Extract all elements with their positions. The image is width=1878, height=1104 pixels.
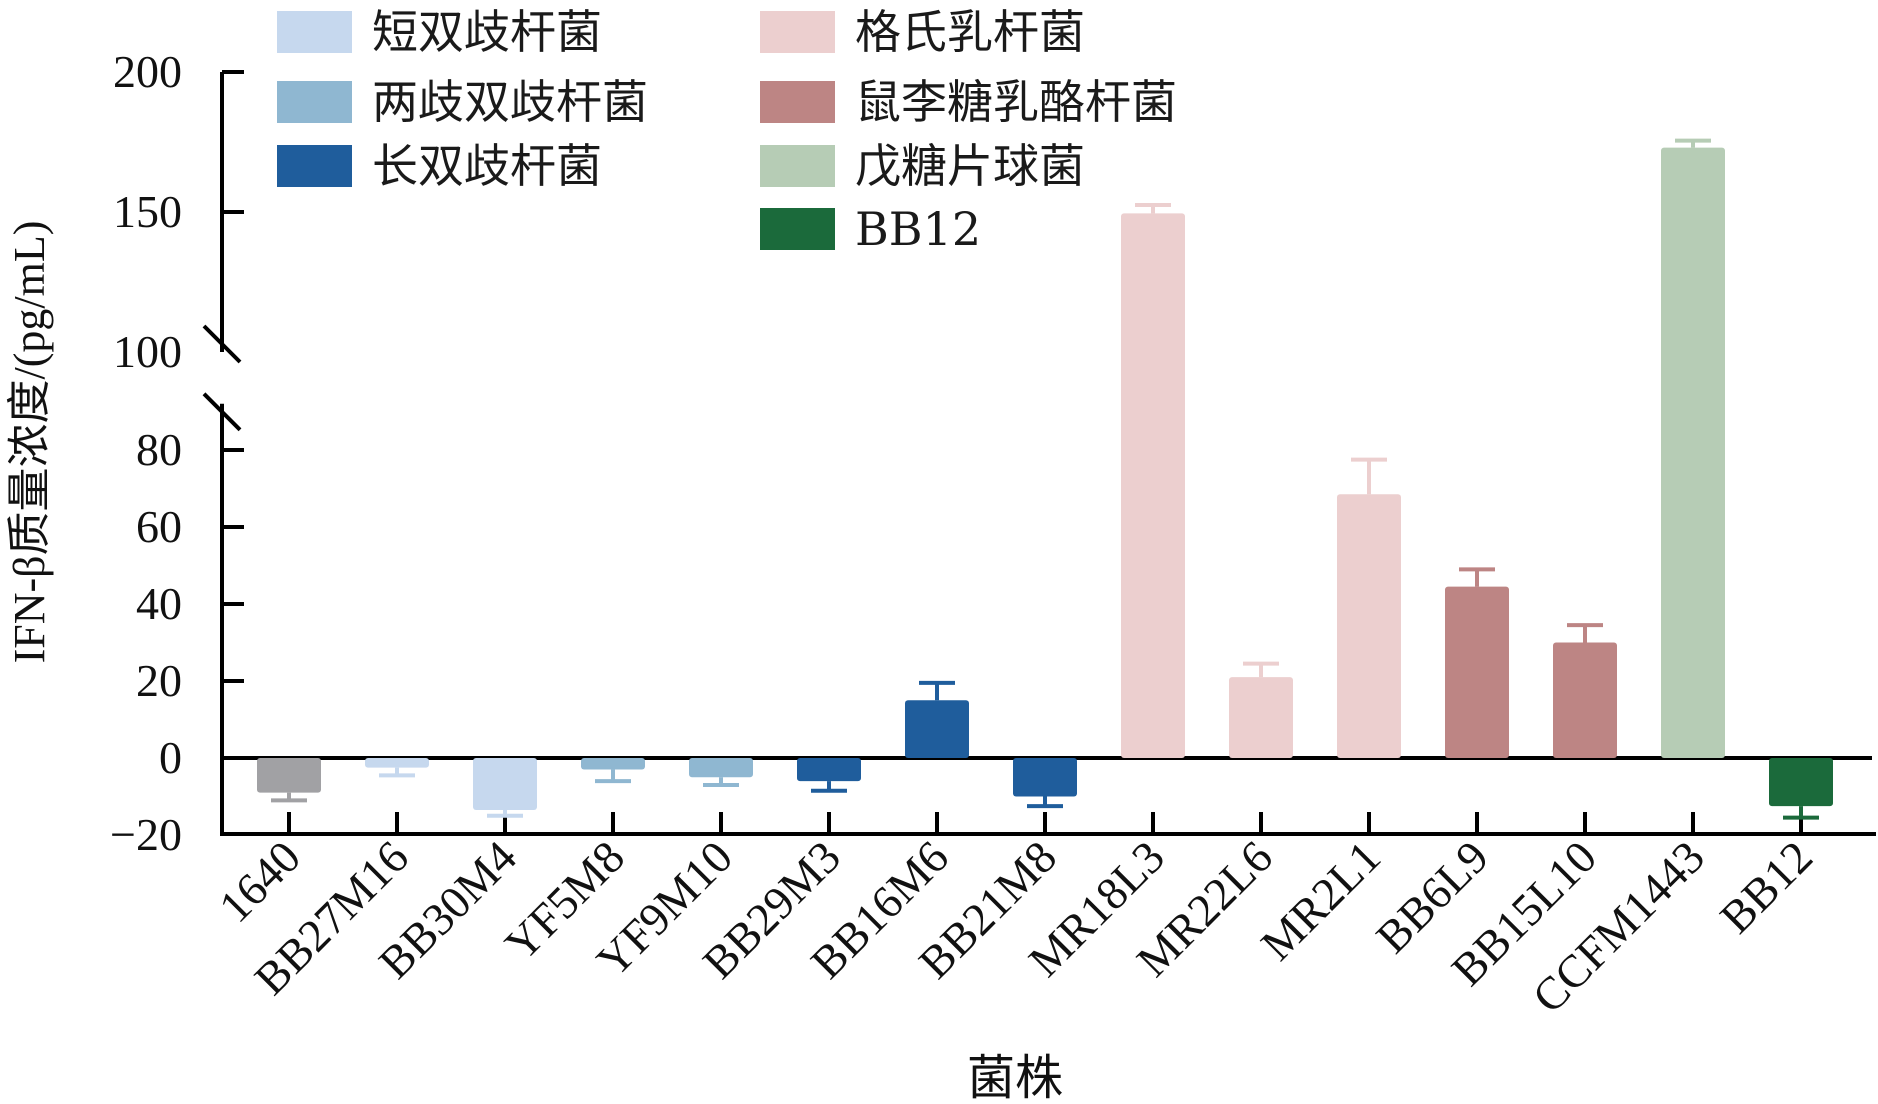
legend-swatch (277, 81, 352, 123)
legend-label: 鼠李糖乳酪杆菌 (855, 75, 1177, 129)
y-tick-label: 80 (136, 424, 182, 475)
bar (365, 758, 429, 768)
bar (473, 758, 537, 810)
bar (797, 758, 861, 782)
y-tick-label: 0 (159, 732, 182, 783)
y-tick-label: 60 (136, 501, 182, 552)
bar (1013, 758, 1077, 797)
bar (1553, 642, 1617, 758)
bar (257, 758, 321, 793)
legend-item: 戊糖片球菌 (760, 143, 1085, 189)
bars (257, 138, 1833, 820)
bar (689, 758, 753, 778)
legend-swatch (277, 11, 352, 53)
legend-label: 格氏乳杆菌 (855, 5, 1085, 59)
y-tick-label: −20 (110, 809, 182, 860)
legend-swatch (760, 208, 835, 250)
bar (1445, 586, 1509, 758)
y-tick-label: 150 (113, 186, 182, 237)
x-tick-label: MR2L1 (1251, 831, 1390, 970)
y-tick-label: 20 (136, 655, 182, 706)
y-axis-title: IFN-β质量浓度/(pg/mL) (5, 221, 54, 664)
legend-swatch (760, 145, 835, 187)
legend-swatch (277, 145, 352, 187)
bar (905, 700, 969, 758)
bar (1769, 758, 1833, 807)
y-tick-label: 100 (113, 326, 182, 377)
legend-item: 短双歧杆菌 (277, 9, 602, 55)
bar (1337, 494, 1401, 758)
legend-item: 鼠李糖乳酪杆菌 (760, 79, 1177, 125)
bar (1121, 213, 1185, 758)
legend-item: BB12 (760, 206, 981, 252)
bar (1661, 147, 1725, 759)
legend-label: 戊糖片球菌 (855, 139, 1085, 193)
legend-swatch (760, 11, 835, 53)
x-axis-title: 菌株 (967, 1052, 1063, 1104)
legend-label: 两歧双歧杆菌 (372, 75, 648, 129)
legend-item: 两歧双歧杆菌 (277, 79, 648, 125)
legend-label: 短双歧杆菌 (372, 5, 602, 59)
axis-break-mark (202, 324, 242, 364)
legend-label: 长双歧杆菌 (372, 139, 602, 193)
legend-swatch (760, 81, 835, 123)
bar (581, 758, 645, 770)
legend-item: 格氏乳杆菌 (760, 9, 1085, 55)
legend-item: 长双歧杆菌 (277, 143, 602, 189)
x-tick-label: BB12 (1710, 831, 1822, 943)
legend-label: BB12 (855, 202, 982, 256)
axis-break-mark (202, 392, 242, 432)
y-tick-label: 200 (113, 46, 182, 97)
y-tick-label: 40 (136, 578, 182, 629)
bar (1229, 677, 1293, 758)
